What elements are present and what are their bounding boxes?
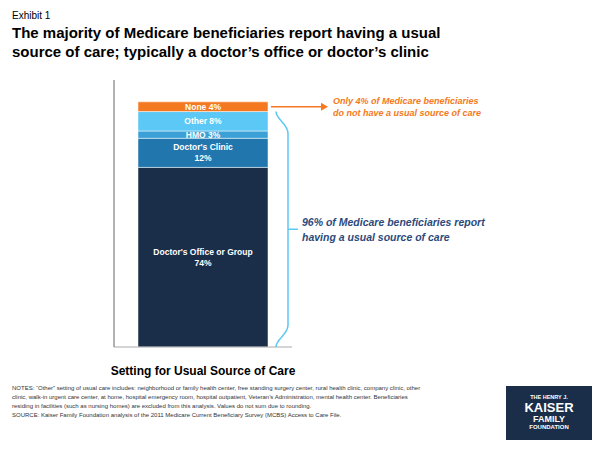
html-text:FOUNDATION: FOUNDATION bbox=[529, 424, 569, 431]
html-text:FAMILY: FAMILY bbox=[532, 413, 566, 424]
svg-text:96% of Medicare beneficiaries: 96% of Medicare beneficiaries reporthavi… bbox=[302, 216, 485, 243]
svg-text:None 4%: None 4% bbox=[185, 102, 221, 112]
html-text:Exhibit 1: Exhibit 1 bbox=[12, 10, 51, 21]
svg-text:HMO 3%: HMO 3% bbox=[186, 130, 221, 140]
html-text:SOURCE: Kaiser Family Foundati: SOURCE: Kaiser Family Foundation analysi… bbox=[12, 412, 342, 418]
html-text:KAISER: KAISER bbox=[524, 400, 574, 416]
svg-text:Other 8%: Other 8% bbox=[184, 116, 222, 126]
svg-text:Setting for Usual Source of Ca: Setting for Usual Source of Care bbox=[111, 364, 296, 378]
html-text:clinic, walk-in urgent care ce: clinic, walk-in urgent care center, at h… bbox=[12, 394, 408, 400]
html-text:NOTES: “Other” setting of usua: NOTES: “Other” setting of usual care inc… bbox=[12, 385, 421, 391]
html-text:The majority of Medicare benef: The majority of Medicare beneficiaries r… bbox=[12, 24, 441, 60]
html-text:THE HENRY J.: THE HENRY J. bbox=[530, 394, 568, 401]
svg-text:Only 4% of Medicare beneficiar: Only 4% of Medicare beneficiariesdo not … bbox=[333, 96, 481, 118]
svg-text:Doctor's Office or Group74%: Doctor's Office or Group74% bbox=[153, 247, 252, 268]
svg-text:Doctor's Clinic12%: Doctor's Clinic12% bbox=[173, 142, 233, 163]
html-text:residing in facilities (such a: residing in facilities (such as nursing … bbox=[12, 403, 312, 409]
